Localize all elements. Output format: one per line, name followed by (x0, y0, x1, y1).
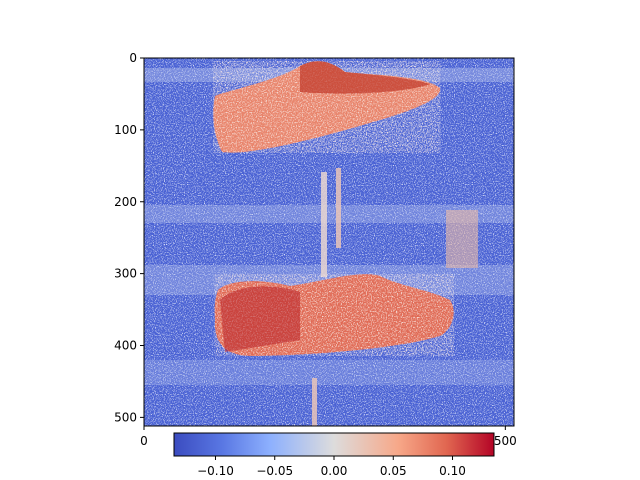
right-blob (446, 210, 478, 268)
lace-strip (336, 168, 341, 248)
x-tick-label: 0 (140, 434, 148, 448)
x-axis: 0 500 (140, 426, 517, 448)
plot-frame (143, 57, 515, 427)
y-tick-label: 500 (114, 410, 137, 424)
lace-strip (312, 378, 317, 426)
y-tick-label: 0 (129, 51, 137, 65)
heatmap-image (144, 58, 514, 426)
colorbar-tick-label: 0.05 (380, 464, 407, 478)
light-band (144, 360, 514, 385)
colorbar-tick-label: −0.05 (256, 464, 293, 478)
y-tick-label: 400 (114, 339, 137, 353)
colorbar-tick-label: −0.10 (197, 464, 234, 478)
y-tick-label: 300 (114, 267, 137, 281)
y-axis: 0 100 200 300 400 500 (114, 51, 144, 424)
y-tick-label: 200 (114, 195, 137, 209)
top-shoe-highlight (300, 61, 430, 94)
colorbar-tick-label: 0.00 (321, 464, 348, 478)
colorbar-tick-label: 0.10 (439, 464, 466, 478)
lace-strip (321, 172, 327, 277)
colorbar-ticks: −0.10 −0.05 0.00 0.05 0.10 (197, 456, 466, 478)
colorbar-gradient (174, 433, 494, 456)
x-tick-label: 500 (494, 434, 517, 448)
y-tick-label: 100 (114, 123, 137, 137)
colorbar: −0.10 −0.05 0.00 0.05 0.10 (173, 432, 495, 478)
light-band (144, 205, 514, 223)
bottom-shoe-highlight (220, 286, 300, 352)
